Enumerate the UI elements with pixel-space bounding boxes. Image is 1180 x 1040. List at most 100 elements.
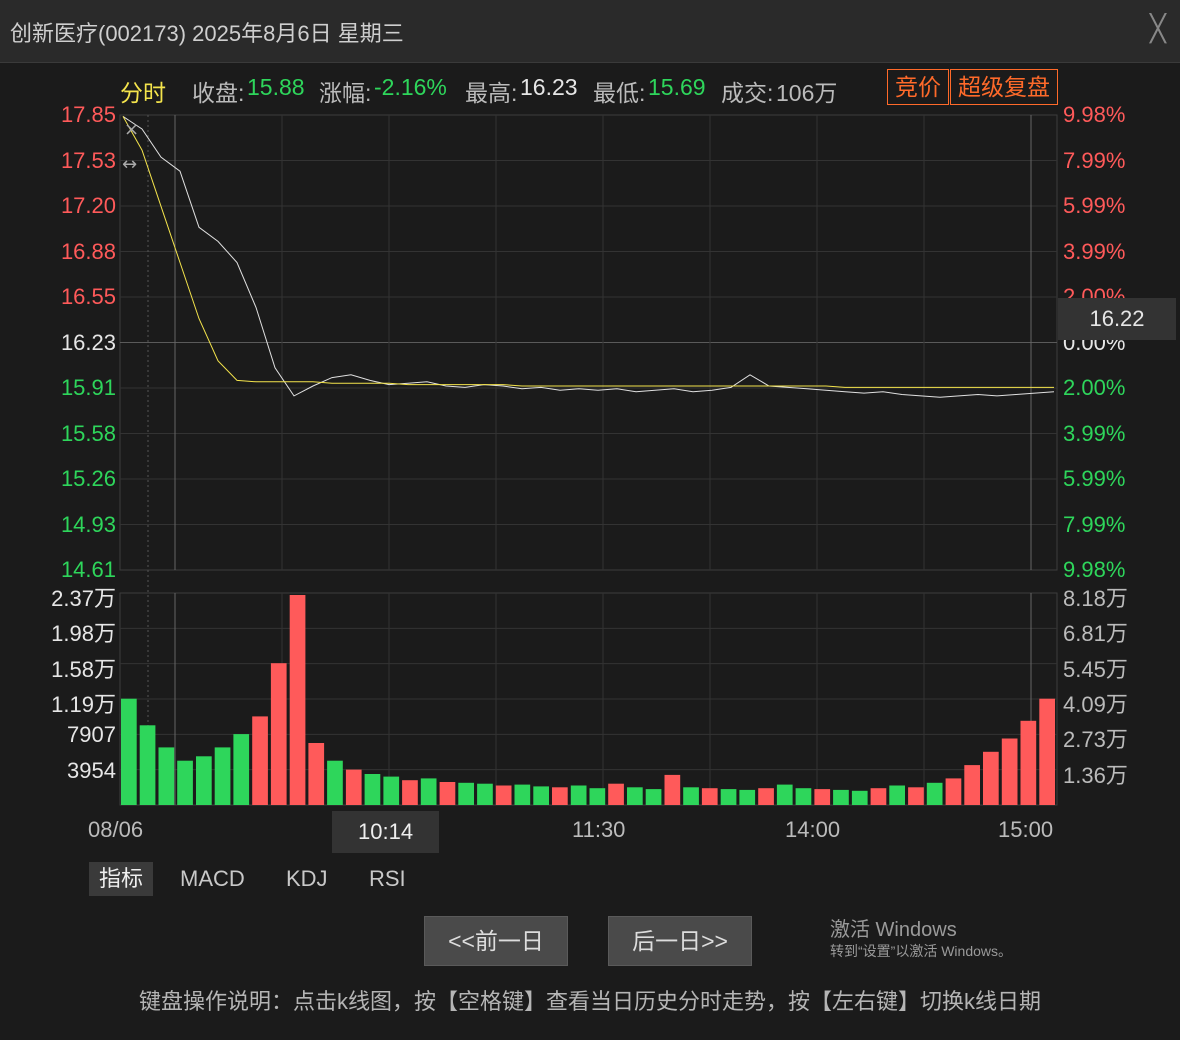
percent-axis-label: 5.99% [1063,193,1126,218]
percent-axis-label: 7.99% [1063,148,1126,173]
volume-bar [589,788,606,805]
crosshair-x-icon: × [124,119,139,140]
volume-bar [720,789,737,805]
volume-bar [776,784,793,805]
price-axis-label: 17.53 [60,148,116,173]
percent-axis-label: 2.00% [1063,375,1126,400]
tab-macd[interactable]: MACD [180,866,245,891]
volume-axis-right-label: 4.09万 [1063,692,1128,717]
volume-axis-label: 7907 [67,722,116,747]
volume-axis-label: 1.58万 [51,657,116,682]
activation-watermark-hint: 转到“设置”以激活 Windows。 [830,943,1013,959]
volume-bar [196,756,212,805]
volume-bar [252,716,268,805]
volume-bar [214,747,231,805]
volume-bar [627,787,643,805]
volume-bar [308,743,325,805]
price-axis-label: 16.88 [60,239,116,264]
volume-axis-label: 1.98万 [51,621,116,646]
percent-axis-label: 3.99% [1063,239,1126,264]
time-label-1500: 15:00 [998,817,1054,842]
current-price-chip: 16.22 [1058,298,1176,340]
time-label-1130: 11:30 [572,817,626,842]
percent-axis-label: 3.99% [1063,421,1126,446]
volume-bar [1020,720,1037,805]
volume-bar [964,765,980,805]
price-axis-label: 14.61 [60,557,116,582]
volume-bar [121,698,137,805]
window-titlebar: 创新医疗(002173) 2025年8月6日 星期三 ╳ [0,0,1180,63]
volume-bar [870,788,887,805]
volume-bar [158,747,175,805]
price-axis-label: 14.93 [60,512,116,537]
time-label-date: 08/06 [88,817,144,842]
volume-bar [458,782,474,805]
price-axis-label: 15.58 [60,421,116,446]
percent-axis-label: 9.98% [1063,557,1126,582]
change-label: 涨幅: [319,80,372,106]
volume-bar [477,783,493,805]
volume-bar [758,788,774,805]
volume-bar [514,784,531,805]
volume-bar [533,786,549,805]
volume-bar [289,595,306,805]
change-value: -2.16% [374,74,447,100]
volume-axis-right-label: 6.81万 [1063,621,1128,646]
price-axis-label: 15.91 [60,375,116,400]
volume-bar [177,760,193,805]
volume-axis-right-label: 1.36万 [1063,763,1128,788]
low-value: 15.69 [648,74,706,100]
high-label: 最高: [465,80,518,106]
auction-button[interactable]: 竞价 [887,69,949,105]
time-label-1400: 14:00 [785,817,841,842]
volume-bar [552,787,568,805]
super-review-button[interactable]: 超级复盘 [950,69,1058,105]
volume-bar [1001,738,1018,805]
volume-axis-right-label: 5.45万 [1063,657,1128,682]
volume-bar [345,769,362,805]
volume-bar [139,725,156,805]
close-icon[interactable]: ╳ [1150,13,1166,43]
volume-bar [739,789,756,805]
volume-bar [439,782,456,805]
volume-bar [814,789,831,805]
price-axis-label: 16.55 [60,284,116,309]
low-label: 最低: [593,80,646,106]
volume-bar [795,788,812,805]
tab-rsi[interactable]: RSI [369,866,406,891]
average-price-line [122,116,1054,388]
prev-day-button[interactable]: <<前一日 [424,916,568,966]
volume-axis-right-label: 8.18万 [1063,586,1128,611]
volume-bar [1039,698,1055,805]
volume-label: 成交: [721,80,774,106]
volume-bar [983,751,999,805]
volume-bar [889,785,905,805]
next-day-button[interactable]: 后一日>> [608,916,752,966]
volume-bar [402,780,418,805]
close-value: 15.88 [247,74,305,100]
mode-label: 分时 [120,80,166,106]
price-axis-label: 17.20 [60,193,116,218]
tab-kdj[interactable]: KDJ [286,866,328,891]
volume-bar [383,776,400,805]
volume-axis-right-label: 2.73万 [1063,727,1128,752]
volume-bar [908,787,924,805]
activation-watermark-title: 激活 Windows [830,919,957,941]
volume-bar [664,774,681,805]
volume-axis-label: 2.37万 [51,586,116,611]
pan-arrows-icon: ↔ [122,154,137,175]
keyboard-help-text: 键盘操作说明：点击k线图，按【空格键】查看当日历史分时走势，按【左右键】切换k线… [138,989,1041,1014]
close-label: 收盘: [192,80,245,106]
percent-axis-label: 9.98% [1063,102,1126,127]
volume-bar [570,785,587,805]
percent-axis-label: 7.99% [1063,512,1126,537]
tab-indicator[interactable]: 指标 [89,862,154,896]
volume-bar [945,778,962,805]
price-line [122,115,1055,398]
volume-bar [851,790,868,805]
volume-bar [608,783,624,805]
volume-bar [420,778,437,805]
window-title: 创新医疗(002173) 2025年8月6日 星期三 [10,21,404,46]
time-label-selected: 10:14 [332,811,440,853]
